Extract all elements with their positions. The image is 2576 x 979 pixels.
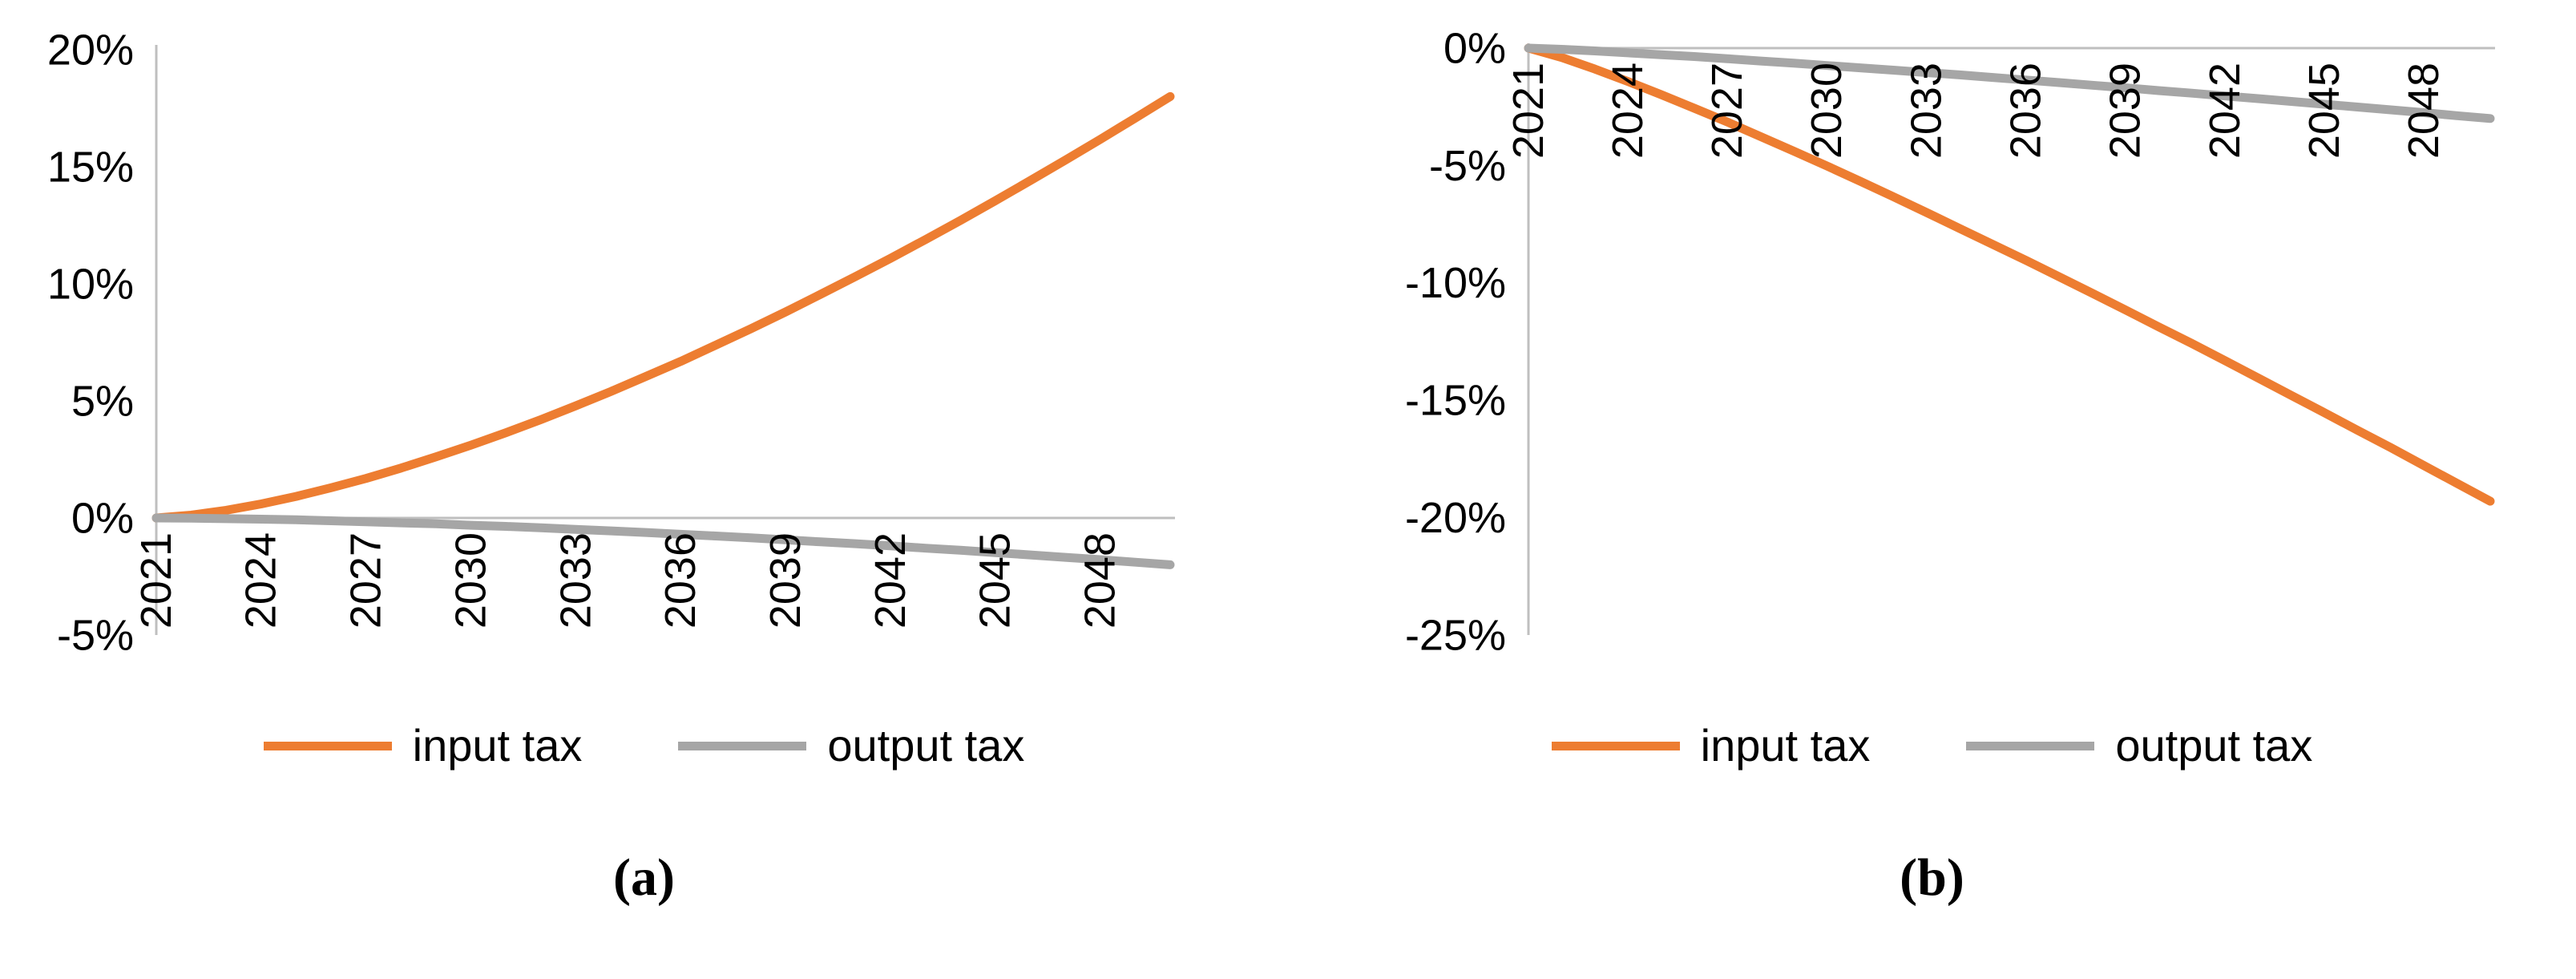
legend-label-output-tax: output tax [2115,720,2313,771]
legend-label-input-tax: input tax [1700,720,1871,771]
legend-swatch-output-tax [678,741,807,750]
x-tick-label: 2042 [866,532,915,629]
legend-label-input-tax: input tax [412,720,583,771]
x-tick-label: 2036 [656,532,705,629]
x-tick-label: 2021 [132,532,180,629]
x-tick-label: 2030 [1803,63,1851,159]
legend-swatch-output-tax [1966,741,2095,750]
chart-legend-a: input tax output tax [263,717,1024,775]
x-tick-label: 2033 [551,532,600,629]
y-tick-label: 20% [47,26,134,74]
x-tick-label: 2042 [2201,63,2249,159]
series-line-output-tax [151,513,1175,569]
y-tick-label: -25% [1405,611,1506,659]
chart-panel-a: 20% 15% 10% 5% 0% -5% 2021 2024 2027 2030 2033 2036… [47,26,1175,907]
line-chart-a: 20% 15% 10% 5% 0% -5%2021 2024 2027 2030 2033 2036… [47,26,1175,659]
chart-panel-b: 0% -5% -10% -15% -20% -25% 2021 2024 2027 2030 203… [1288,0,2576,979]
x-tick-label: 2045 [2300,63,2348,159]
y-tick-label: -5% [1429,142,1506,190]
legend-label-output-tax: output tax [827,720,1025,771]
legend-swatch-input-tax [263,741,392,750]
x-tick-label: 2036 [2002,63,2050,159]
series-line-input-tax [1524,43,2495,506]
x-tick-label: 2024 [1604,63,1652,159]
x-tick-label: 2027 [342,532,390,629]
y-tick-label: 0% [1443,24,1506,72]
y-tick-label: 10% [47,260,134,308]
legend-item-output-tax: output tax [678,723,1024,768]
y-tick-label: 5% [71,377,134,425]
y-tick-label: 0% [71,494,134,542]
x-tick-label: 2024 [237,532,285,629]
legend-item-input-tax: input tax [263,720,583,771]
x-tick-label: 2045 [971,532,1019,629]
x-tick-label: 2039 [2102,63,2150,159]
y-tick-label: -10% [1405,259,1506,307]
y-tick-label: 15% [47,143,134,191]
series-line-output-tax [1524,43,2495,123]
legend-item-output-tax: output tax [1966,723,2312,768]
line-chart-b: 0% -5% -10% -15% -20% -25% 2021 2024 2027 2030 203… [1405,24,2495,659]
y-tick-label: -15% [1405,377,1506,425]
x-tick-label: 2021 [1504,63,1552,159]
y-tick-label: -20% [1405,494,1506,542]
x-tick-label: 2030 [446,532,495,629]
legend-swatch-input-tax [1551,741,1680,750]
panel-caption-b: (b) [1900,848,1964,907]
series-line-input-tax [151,91,1175,523]
x-tick-label: 2027 [1703,63,1751,159]
y-tick-label: -5% [57,611,134,659]
x-tick-label: 2033 [1902,63,1950,159]
x-tick-label: 2048 [2400,63,2448,159]
x-tick-label: 2048 [1076,532,1124,629]
legend-item-input-tax: input tax [1551,720,1871,771]
chart-legend-b: input tax output tax [1551,717,2312,775]
x-tick-label: 2039 [761,532,810,629]
panel-caption-a: (a) [613,848,675,907]
